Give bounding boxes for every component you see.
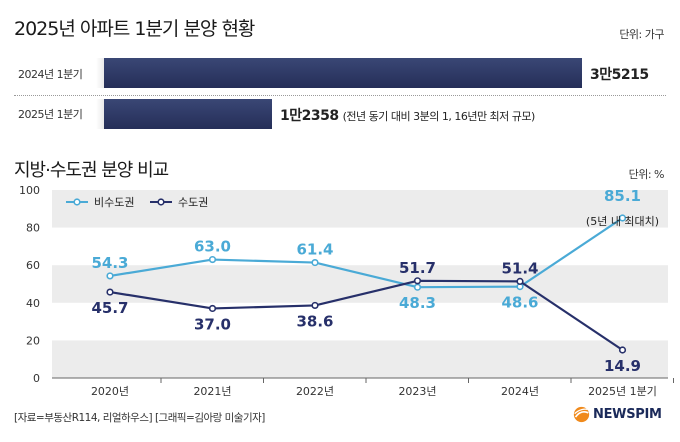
series-line-1 [109, 279, 624, 351]
data-label: 14.9 [604, 357, 641, 375]
x-tick-label: 2021년 [193, 385, 231, 398]
legend-swatch-marker [73, 198, 81, 206]
supply-bar-note: (전년 동기 대비 3분의 1, 16년만 최저 규모) [342, 110, 536, 123]
supply-bar-value-2025: 1만2358 [280, 108, 339, 124]
data-point [106, 288, 114, 296]
y-tick-label: 20 [26, 334, 40, 347]
data-label: 54.3 [91, 254, 128, 272]
grid-band [52, 340, 668, 378]
x-tick-label: 2023년 [398, 385, 436, 398]
data-label: 38.6 [296, 312, 333, 330]
source-credit: [자료=부동산R114, 리얼하우스] [그래픽=김아랑 미술기자] [14, 412, 265, 424]
grid-band [52, 190, 668, 228]
logo-text: NEWSPIM [593, 407, 662, 422]
supply-bar-2024 [104, 58, 582, 88]
chart-title: 지방·수도권 분양 비교 [14, 160, 169, 181]
data-point [208, 304, 217, 313]
legend-swatch-marker [157, 198, 165, 206]
x-tick-label: 2022년 [296, 385, 334, 398]
bar-unit-label: 단위: 가구 [619, 28, 664, 41]
y-tick-label: 80 [26, 222, 40, 235]
x-tick-label: 2025년 1분기 [588, 385, 657, 398]
data-point [516, 277, 524, 285]
line-chart: 0 20 40 60 80 100 2020년 2021년 2022년 2023년 2024년 20… [19, 184, 674, 398]
newspim-logo: NEWSPIM [573, 406, 662, 423]
data-label: 45.7 [91, 299, 128, 317]
globe-icon [573, 406, 590, 423]
supply-bar-2025 [104, 99, 272, 129]
data-label: 63.0 [194, 238, 231, 256]
data-label: 85.1 [604, 187, 641, 205]
data-point [311, 301, 319, 310]
supply-bar-value-2024: 3만5215 [590, 67, 649, 83]
chart-legend: 비수도권 수도권 [66, 196, 208, 209]
data-label: 48.6 [501, 294, 538, 312]
y-tick-label: 40 [26, 297, 40, 310]
data-point [413, 277, 422, 285]
x-tick-label: 2020년 [91, 385, 129, 398]
data-label: 48.3 [399, 294, 436, 312]
data-point [618, 346, 627, 354]
data-point [208, 255, 217, 264]
x-tick-label: 2024년 [501, 385, 539, 398]
data-label: 51.4 [501, 259, 538, 277]
row-divider [14, 95, 666, 96]
chart-unit-label: 단위: % [628, 168, 665, 181]
data-label: 51.7 [399, 259, 436, 277]
page-title: 2025년 아파트 1분기 분양 현황 [14, 18, 255, 40]
data-label: 61.4 [296, 241, 333, 259]
y-tick-label: 100 [19, 184, 40, 197]
data-label: 37.0 [194, 315, 231, 333]
legend-label: 비수도권 [94, 196, 134, 209]
grid-band [52, 265, 668, 303]
bar-row-label-2024: 2024년 1분기 [18, 68, 83, 81]
chart-annotation: (5년 내 최대치) [586, 215, 659, 228]
data-point [413, 283, 422, 291]
data-point [106, 272, 114, 280]
data-point [311, 258, 319, 267]
series-line-0 [109, 217, 624, 289]
data-point [618, 214, 627, 222]
supply-bar-value-group-2025: 1만2358 (전년 동기 대비 3분의 1, 16년만 최저 규모) [280, 105, 535, 125]
y-tick-label: 60 [26, 259, 40, 272]
bar-row-label-2025: 2025년 1분기 [18, 108, 83, 121]
legend-label: 수도권 [178, 196, 208, 209]
y-tick-label: 0 [33, 372, 40, 385]
